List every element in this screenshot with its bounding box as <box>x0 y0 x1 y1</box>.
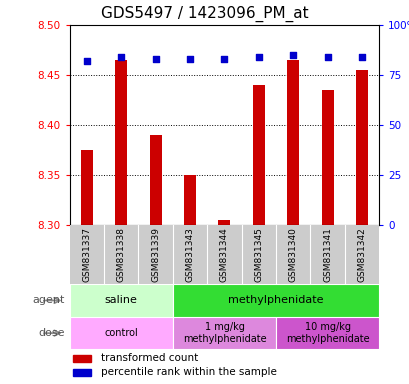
Text: agent: agent <box>32 295 64 306</box>
Bar <box>149 135 161 225</box>
Bar <box>218 220 230 225</box>
Text: GSM831343: GSM831343 <box>185 227 194 282</box>
Point <box>358 54 364 60</box>
Text: GSM831338: GSM831338 <box>117 227 126 282</box>
Bar <box>115 60 127 225</box>
Point <box>152 56 159 62</box>
Bar <box>173 284 378 317</box>
Text: control: control <box>104 328 138 338</box>
Text: GSM831341: GSM831341 <box>322 227 331 282</box>
Text: GSM831345: GSM831345 <box>254 227 263 282</box>
Text: GSM831342: GSM831342 <box>357 227 366 282</box>
Point <box>221 56 227 62</box>
Text: GSM831344: GSM831344 <box>220 227 228 282</box>
Bar <box>70 317 173 349</box>
Bar <box>73 369 91 376</box>
Text: dose: dose <box>38 328 64 338</box>
Text: percentile rank within the sample: percentile rank within the sample <box>100 367 276 377</box>
Bar <box>287 60 299 225</box>
Bar <box>321 90 333 225</box>
Text: GDS5497 / 1423096_PM_at: GDS5497 / 1423096_PM_at <box>101 5 308 22</box>
Bar <box>184 175 196 225</box>
Text: 10 mg/kg
methylphenidate: 10 mg/kg methylphenidate <box>285 322 369 344</box>
Bar <box>70 284 173 317</box>
Text: GSM831339: GSM831339 <box>151 227 160 282</box>
Text: 1 mg/kg
methylphenidate: 1 mg/kg methylphenidate <box>182 322 265 344</box>
Bar <box>81 150 93 225</box>
Point <box>255 54 261 60</box>
Point <box>187 56 193 62</box>
Bar <box>73 355 91 362</box>
Point <box>118 54 124 60</box>
Point <box>324 54 330 60</box>
Text: GSM831337: GSM831337 <box>82 227 91 282</box>
Text: saline: saline <box>105 295 137 306</box>
Point <box>83 58 90 64</box>
Point <box>289 52 296 58</box>
Text: transformed count: transformed count <box>100 353 198 363</box>
Bar <box>173 317 275 349</box>
Bar <box>252 85 264 225</box>
Bar <box>275 317 378 349</box>
Bar <box>355 70 367 225</box>
Text: GSM831340: GSM831340 <box>288 227 297 282</box>
Text: methylphenidate: methylphenidate <box>228 295 323 306</box>
